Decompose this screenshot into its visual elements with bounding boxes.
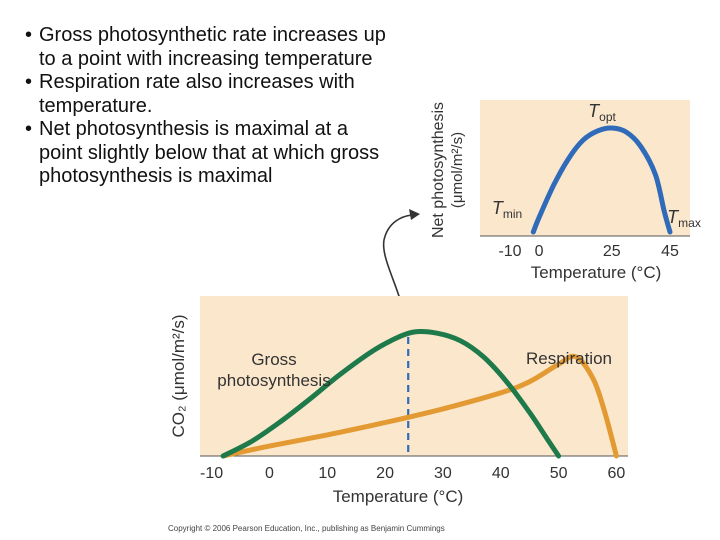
main-x-tick-label: 0 (265, 465, 274, 482)
main-tick-labels: -10 0 10 20 30 40 50 60 (200, 465, 625, 482)
main-x-label: Temperature (°C) (333, 487, 464, 506)
main-x-tick-label: 60 (608, 465, 626, 482)
respiration-line (220, 353, 619, 459)
gross-label-line1: Gross (251, 350, 296, 369)
inset-y-unit: (μmol/m²/s) (449, 132, 466, 208)
bullet-respiration: Respiration rate also increases with tem… (25, 71, 390, 118)
inset-x-label: Temperature (°C) (531, 263, 662, 282)
main-x-tick-label: 10 (318, 465, 336, 482)
main-x-tick-label: 30 (434, 465, 452, 482)
inset-tick-labels: -10 0 25 45 (498, 243, 679, 260)
main-x-tick-label: -10 (200, 465, 223, 482)
arrowhead (409, 209, 420, 220)
inset-x-tick-label: -10 (498, 243, 521, 260)
inset-x-tick-label: 0 (535, 243, 544, 260)
inset-x-tick-label: 45 (661, 243, 679, 260)
bullet-net: Net photosynthesis is maximal at a point… (25, 118, 390, 189)
main-y-label: CO₂ (μmol/m²/s) (169, 314, 188, 437)
main-x-tick-label: 40 (492, 465, 510, 482)
gross-photosynthesis-line (220, 328, 562, 459)
bullet-gross: Gross photosynthetic rate increases up t… (25, 24, 390, 71)
inset-y-label: Net photosynthesis (430, 102, 447, 238)
main-x-tick-label: 20 (376, 465, 394, 482)
respiration-label: Respiration (526, 349, 612, 368)
main-x-tick-label: 50 (550, 465, 568, 482)
bullet-list: Gross photosynthetic rate increases up t… (25, 24, 390, 189)
copyright-text: Copyright © 2006 Pearson Education, Inc.… (168, 524, 445, 533)
inset-x-tick-label: 25 (603, 243, 621, 260)
gross-label-line2: photosynthesis (217, 371, 330, 390)
inset-net-photosynthesis-line (530, 125, 673, 235)
